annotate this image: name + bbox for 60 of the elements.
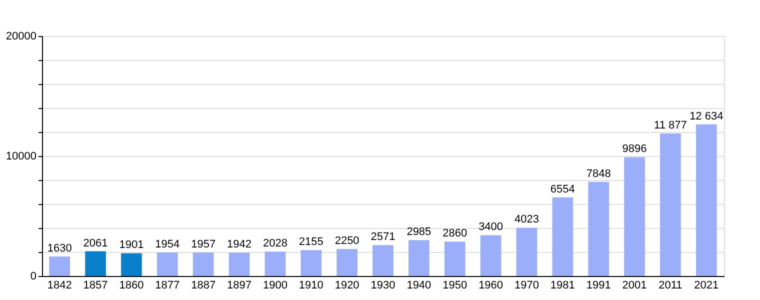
- x-tick-label: 1930: [370, 280, 396, 292]
- data-label: 3400: [478, 221, 504, 234]
- data-label: 1954: [155, 238, 180, 251]
- bar: [192, 252, 214, 276]
- x-tick-label: 1877: [155, 280, 180, 292]
- data-label: 11 877: [654, 119, 687, 132]
- bar: [408, 240, 430, 276]
- bar: [264, 252, 286, 276]
- x-tick-label: 2001: [622, 280, 647, 292]
- x-tick-label: 1920: [334, 280, 360, 292]
- data-label: 2250: [334, 235, 360, 247]
- x-tick-label: 1981: [550, 280, 575, 292]
- x-tick-label: 1970: [514, 280, 539, 292]
- data-label: 2028: [262, 238, 288, 250]
- x-tick-label: 1960: [478, 280, 504, 292]
- data-label: 2155: [298, 236, 324, 248]
- bar: [336, 249, 358, 276]
- bar: [49, 256, 70, 276]
- x-tick-label: 2011: [658, 280, 682, 292]
- data-label: 12 634: [690, 110, 724, 122]
- data-label: 2061: [83, 237, 108, 250]
- bar: [588, 182, 610, 276]
- data-label: 1957: [191, 238, 216, 251]
- bar: [696, 124, 717, 276]
- bar: [660, 133, 681, 276]
- bar: [372, 245, 394, 276]
- y-tick-label: 0: [30, 270, 36, 282]
- y-tick-label: 20000: [6, 30, 36, 42]
- x-tick-label: 1842: [47, 280, 72, 292]
- x-tick-label: 1950: [442, 280, 468, 292]
- x-tick-label: 1940: [406, 280, 432, 292]
- data-label: 4023: [514, 214, 539, 226]
- data-label: 1942: [227, 238, 252, 251]
- bar: [156, 252, 178, 276]
- bar: [228, 252, 250, 276]
- data-label: 1630: [47, 242, 72, 254]
- data-label: 9896: [622, 143, 647, 156]
- bar: [624, 157, 645, 276]
- y-tick-label: 10000: [6, 150, 36, 162]
- data-label: 2571: [370, 231, 396, 244]
- x-tick-label: 1887: [191, 280, 216, 292]
- x-tick-label: 1910: [298, 280, 324, 292]
- data-label: 1901: [119, 239, 144, 252]
- data-label: 6554: [550, 183, 575, 196]
- x-tick-label: 1857: [83, 280, 108, 292]
- data-label: 2860: [442, 228, 468, 240]
- data-label: 7848: [586, 168, 611, 180]
- x-tick-label: 1991: [586, 280, 611, 292]
- bar: [480, 235, 502, 276]
- bar: [444, 242, 466, 276]
- data-label: 2985: [406, 226, 432, 238]
- x-tick-label: 1860: [119, 280, 144, 292]
- x-tick-label: 1900: [262, 280, 288, 292]
- bar: [121, 253, 142, 276]
- x-tick-label: 2021: [694, 280, 719, 292]
- x-tick-label: 1897: [227, 280, 252, 292]
- bar: [516, 228, 538, 276]
- bar: [85, 251, 106, 276]
- bar: [552, 197, 574, 276]
- bar: [300, 250, 322, 276]
